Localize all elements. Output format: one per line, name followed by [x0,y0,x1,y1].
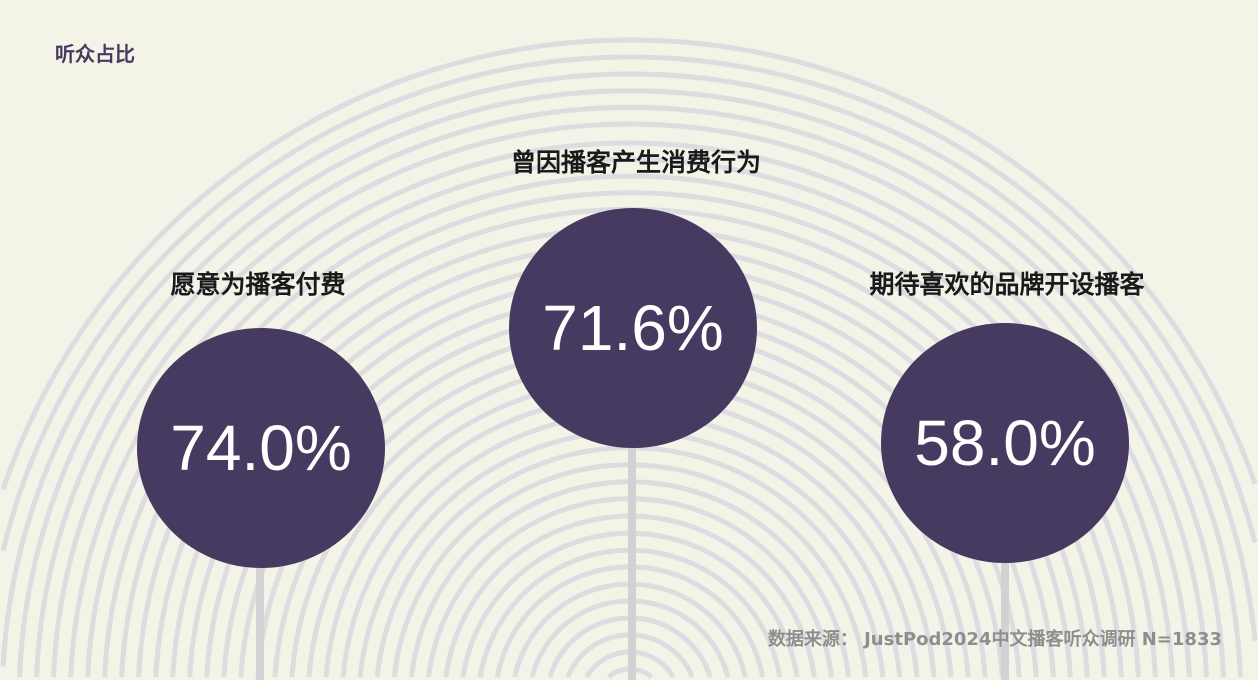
value-circle-1: 74.0% [137,328,385,568]
page-title: 听众占比 [55,42,135,66]
value-label-1: 74.0% [170,412,352,484]
ring-5 [51,121,1209,678]
data-source-note: 数据来源： JustPod2024中文播客听众调研 N=1833 [767,629,1222,650]
ring-0 [0,37,1258,491]
category-label-2: 曾因播客产生消费行为 [510,148,761,177]
stick-3 [1001,555,1009,680]
value-label-2: 71.6% [542,292,724,364]
stick-2 [628,440,636,680]
ring-3 [17,88,1243,678]
category-label-1: 愿意为播客付费 [170,270,346,299]
ring-4 [34,104,1226,678]
value-label-3: 58.0% [914,407,1096,479]
category-label-3: 期待喜欢的品牌开设播客 [869,270,1145,299]
value-circle-2: 71.6% [509,208,757,448]
stick-1 [256,560,264,680]
value-circle-3: 58.0% [881,323,1129,563]
ring-1 [0,54,1258,552]
ring-2 [0,71,1258,667]
